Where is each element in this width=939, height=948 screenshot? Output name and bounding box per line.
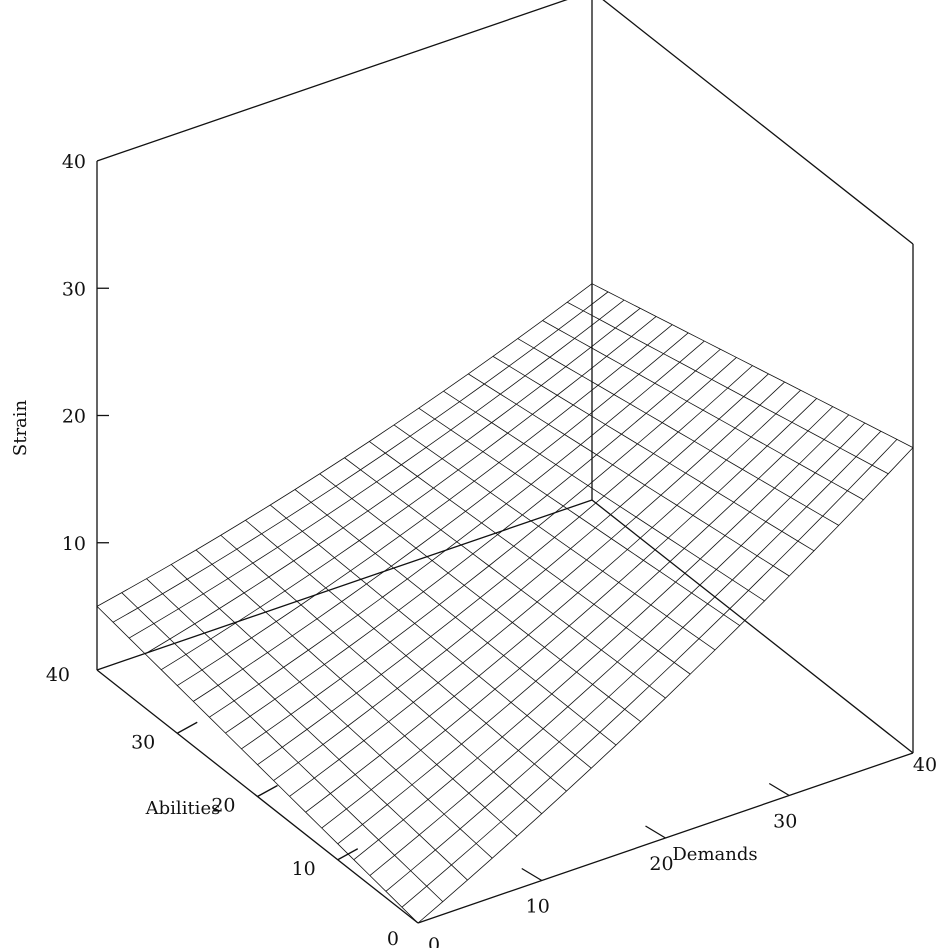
mesh-line-demands [195, 549, 518, 837]
demands-tick [645, 825, 666, 839]
mesh-line-demands [492, 356, 815, 552]
mesh-line-abilities [257, 365, 753, 766]
top-right-edge [602, 0, 914, 245]
mesh-line-demands [418, 407, 740, 626]
abilities-tick-label: 10 [292, 858, 316, 880]
mesh-line-demands [294, 489, 617, 746]
demands-tick-label: 20 [649, 853, 673, 875]
tick-marks [97, 287, 790, 882]
mesh-line-abilities [241, 357, 737, 750]
mesh-line-demands [245, 519, 567, 792]
back-floor-edge-abilities [96, 499, 593, 671]
mesh-line-demands [170, 564, 493, 859]
mesh-line-demands [393, 424, 716, 651]
mesh-line-abilities [353, 414, 850, 860]
mesh-line-abilities [96, 283, 593, 607]
strain-surface-mesh [96, 283, 914, 924]
mesh-line-demands [468, 373, 790, 577]
z-axis-label: Strain [10, 399, 31, 456]
mesh-line-demands [542, 320, 864, 501]
mesh-line-abilities [385, 430, 882, 892]
axes-frame-front [96, 0, 914, 924]
demands-tick-label: 40 [913, 754, 937, 776]
tick-labels: 0 10 20 30 40 0 10 20 30 40 10 20 30 40 [46, 151, 937, 948]
abilities-tick [257, 784, 278, 798]
abilities-tick-label: 0 [387, 928, 399, 948]
abilities-tick [176, 721, 198, 734]
back-floor-edge-demands [591, 499, 914, 754]
abilities-tick-label: 40 [46, 664, 70, 686]
mesh-line-demands [146, 578, 468, 881]
y-axis-label: Abilities [145, 798, 221, 819]
top-back-edge [96, 0, 568, 162]
abilities-tick-label: 20 [211, 795, 235, 817]
strain-tick-label: 40 [62, 151, 86, 173]
mesh-line-abilities [144, 307, 641, 655]
mesh-line-demands [369, 441, 691, 675]
demands-tick-label: 0 [428, 934, 440, 948]
mesh-line-demands [96, 606, 419, 924]
x-axis-label: Demands [672, 844, 757, 865]
mesh-line-abilities [209, 340, 705, 718]
mesh-line-abilities [321, 398, 817, 829]
strain-tick-label: 30 [62, 278, 86, 300]
mesh-line-demands [269, 504, 592, 769]
mesh-line-abilities [417, 447, 914, 924]
mesh-line-abilities [273, 373, 769, 781]
strain-tick-label: 10 [62, 533, 86, 555]
mesh-line-abilities [305, 389, 801, 813]
mesh-line-abilities [401, 439, 898, 908]
mesh-line-demands [319, 473, 641, 722]
mesh-line-demands [121, 592, 444, 902]
demands-tick [521, 867, 543, 882]
abilities-tick-label: 30 [131, 731, 155, 753]
demands-tick-label: 30 [773, 811, 797, 833]
mesh-line-demands [591, 283, 914, 448]
abilities-tick [337, 848, 359, 861]
strain-tick-label: 20 [62, 406, 86, 428]
axes-frame-back [96, 0, 914, 754]
mesh-line-abilities [160, 316, 657, 671]
demands-tick [768, 782, 790, 797]
mesh-line-demands [220, 534, 543, 814]
mesh-line-demands [443, 390, 765, 602]
demands-tick-label: 10 [526, 896, 550, 918]
mesh-line-abilities [112, 291, 609, 623]
mesh-line-abilities [369, 422, 866, 876]
mesh-line-demands [517, 338, 839, 526]
mesh-line-demands [567, 301, 889, 475]
mesh-line-demands [344, 457, 666, 699]
